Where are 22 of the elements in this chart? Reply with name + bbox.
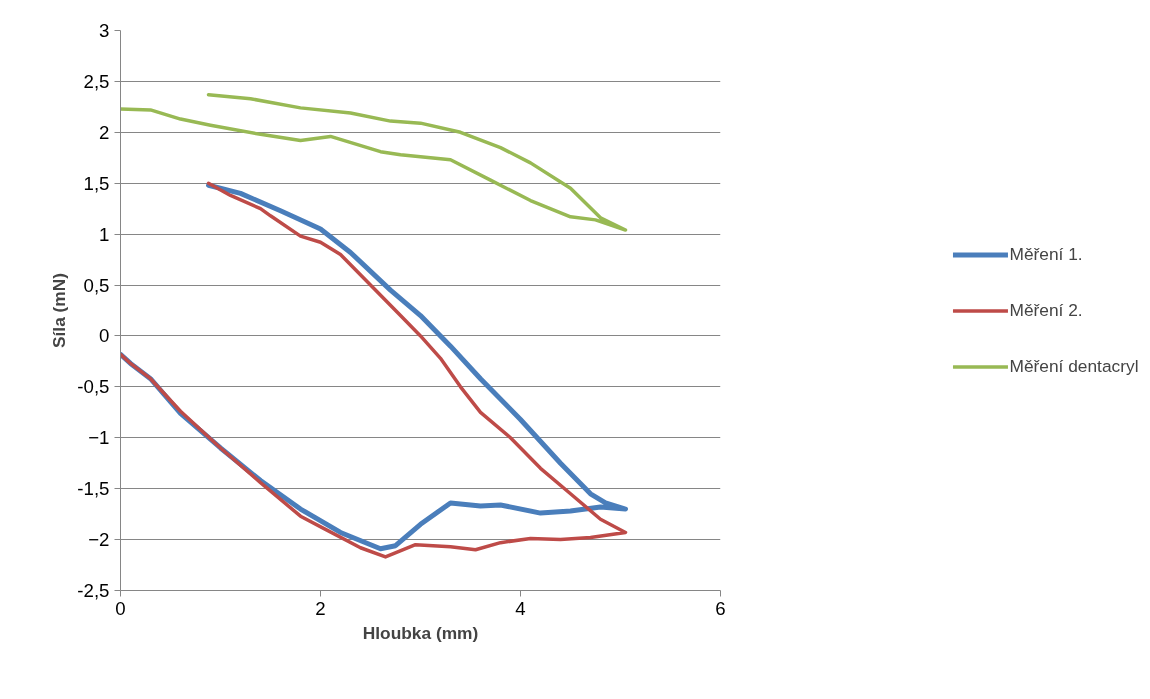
y-tick-label: 0	[99, 325, 110, 347]
y-tick-label: -0,5	[77, 376, 110, 398]
y-axis-title: Síla (mN)	[49, 272, 70, 349]
y-tick-label: 1	[99, 223, 110, 245]
y-tick-label: 2,5	[83, 70, 110, 92]
y-tick-label: -2,5	[77, 580, 110, 601]
x-tick-label: 4	[515, 597, 526, 619]
line-series	[120, 92, 628, 232]
legend-label: Měření dentacryl	[1009, 355, 1139, 377]
x-tick-label: 2	[315, 597, 326, 619]
y-tick-label: 0,5	[83, 274, 110, 296]
y-tick-label: −1	[88, 427, 110, 449]
y-tick-label: 3	[99, 20, 110, 41]
y-tick-label: 2	[99, 121, 110, 143]
x-tick-label: 6	[715, 597, 726, 619]
y-tick-label: 1,5	[83, 172, 110, 194]
y-tick-label: −2	[88, 529, 110, 551]
y-tick-label: -1,5	[77, 478, 110, 500]
legend-label: Měření 2.	[1009, 299, 1083, 321]
x-axis-title: Hloubka (mm)	[362, 622, 479, 643]
x-tick-label: 0	[115, 597, 126, 619]
legend-label: Měření 1.	[1009, 243, 1083, 265]
